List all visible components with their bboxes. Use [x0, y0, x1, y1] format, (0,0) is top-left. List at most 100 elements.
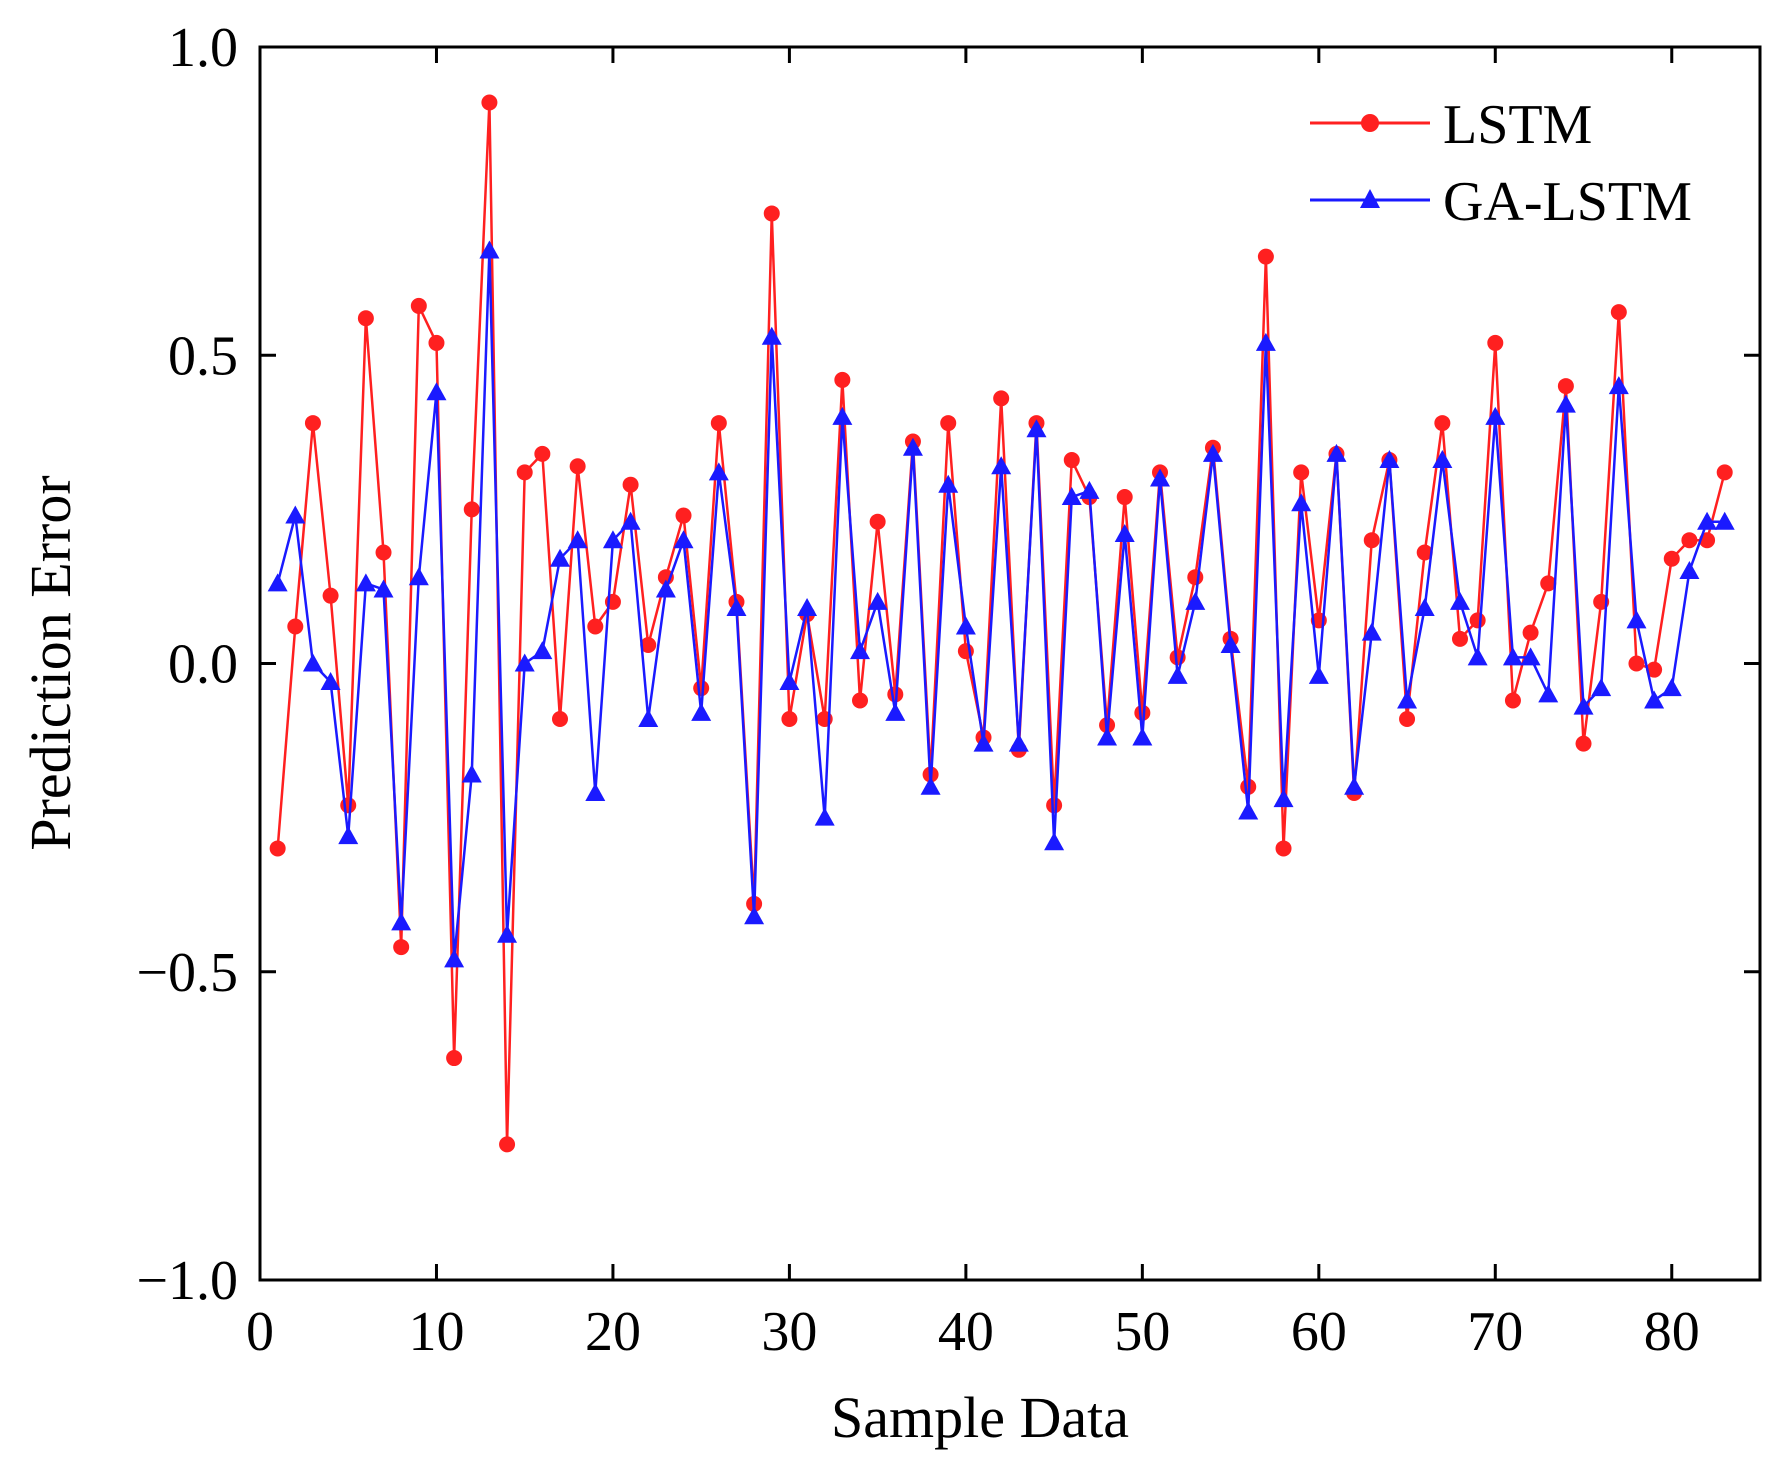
data-point-lstm — [1257, 248, 1274, 265]
data-point-lstm — [269, 840, 286, 857]
data-point-ga-lstm — [1661, 678, 1682, 697]
x-tick-label: 50 — [1114, 1301, 1170, 1363]
y-tick-label: −0.5 — [136, 942, 238, 1004]
x-tick-label: 40 — [938, 1301, 994, 1363]
data-point-ga-lstm — [1679, 561, 1700, 580]
data-point-ga-lstm — [1079, 480, 1100, 499]
y-axis-label: Prediction Error — [18, 475, 83, 850]
data-point-lstm — [852, 692, 868, 709]
data-point-ga-lstm — [1167, 665, 1188, 684]
legend-marker-lstm — [1361, 114, 1379, 132]
data-point-ga-lstm — [1291, 493, 1312, 512]
data-point-ga-lstm — [355, 573, 376, 592]
data-point-lstm — [1134, 704, 1151, 721]
data-point-ga-lstm — [497, 924, 518, 943]
data-point-lstm — [446, 1050, 463, 1067]
data-point-lstm — [322, 587, 339, 604]
data-point-ga-lstm — [938, 474, 959, 493]
data-point-lstm — [428, 334, 445, 351]
data-point-ga-lstm — [461, 764, 482, 783]
data-point-lstm — [693, 680, 710, 697]
x-tick-label: 20 — [585, 1301, 641, 1363]
data-point-ga-lstm — [867, 591, 888, 610]
data-point-ga-lstm — [955, 616, 976, 635]
data-point-lstm — [410, 297, 427, 314]
data-point-lstm — [1628, 655, 1645, 672]
series-points-ga-lstm — [267, 240, 1735, 968]
data-point-lstm — [587, 618, 604, 635]
data-point-ga-lstm — [338, 826, 359, 845]
legend-marker-ga-lstm — [1360, 189, 1380, 208]
data-point-lstm — [1063, 452, 1080, 469]
data-point-lstm — [1540, 575, 1557, 592]
data-point-ga-lstm — [1238, 801, 1259, 820]
data-point-lstm — [834, 371, 851, 388]
data-point-lstm — [375, 544, 392, 561]
data-point-ga-lstm — [444, 949, 465, 968]
data-point-ga-lstm — [285, 505, 306, 524]
data-point-ga-lstm — [1520, 647, 1541, 666]
data-point-lstm — [1452, 630, 1468, 647]
data-point-ga-lstm — [1255, 332, 1276, 351]
data-point-ga-lstm — [1432, 450, 1453, 469]
data-point-lstm — [1116, 489, 1133, 506]
x-tick-label: 80 — [1644, 1301, 1700, 1363]
data-point-ga-lstm — [585, 782, 606, 801]
data-point-ga-lstm — [1308, 665, 1329, 684]
data-point-ga-lstm — [1414, 598, 1435, 617]
data-point-lstm — [1275, 840, 1292, 857]
data-point-lstm — [569, 458, 586, 475]
data-point-ga-lstm — [1220, 635, 1241, 654]
data-point-lstm — [1557, 378, 1574, 395]
data-point-ga-lstm — [902, 437, 923, 456]
data-point-lstm — [393, 939, 410, 956]
data-point-ga-lstm — [1361, 622, 1382, 641]
data-point-lstm — [304, 415, 321, 432]
data-point-ga-lstm — [1538, 684, 1559, 703]
data-point-ga-lstm — [1573, 696, 1594, 715]
data-point-ga-lstm — [1626, 610, 1647, 629]
data-point-ga-lstm — [691, 702, 712, 721]
data-point-lstm — [710, 415, 727, 432]
data-point-lstm — [1434, 415, 1451, 432]
data-point-ga-lstm — [673, 530, 694, 549]
data-point-ga-lstm — [832, 406, 853, 425]
data-point-ga-lstm — [797, 598, 818, 617]
data-point-ga-lstm — [426, 382, 447, 401]
data-point-lstm — [640, 637, 657, 654]
data-point-ga-lstm — [814, 807, 835, 826]
data-point-ga-lstm — [532, 641, 553, 660]
x-tick-label: 60 — [1291, 1301, 1347, 1363]
data-point-ga-lstm — [779, 671, 800, 690]
data-point-lstm — [1575, 735, 1592, 752]
data-point-ga-lstm — [1608, 376, 1629, 395]
x-axis: 0 10 20 30 40 50 60 70 80 — [246, 47, 1700, 1363]
data-point-ga-lstm — [1485, 406, 1506, 425]
data-point-ga-lstm — [1132, 727, 1153, 746]
data-point-lstm — [622, 476, 639, 493]
data-point-ga-lstm — [761, 326, 782, 345]
x-axis-label: Sample Data — [831, 1385, 1129, 1450]
data-point-lstm — [1399, 710, 1416, 727]
series-layer — [267, 94, 1735, 1153]
data-point-ga-lstm — [550, 548, 570, 567]
data-point-lstm — [340, 797, 357, 814]
legend: LSTM GA-LSTM — [1310, 94, 1692, 233]
data-point-lstm — [1293, 464, 1310, 481]
data-point-ga-lstm — [638, 708, 659, 727]
data-point-ga-lstm — [1150, 468, 1170, 487]
y-tick-label: 0.5 — [168, 325, 238, 387]
data-point-lstm — [463, 501, 480, 518]
y-tick-label: −1.0 — [136, 1250, 238, 1312]
data-point-lstm — [287, 618, 304, 635]
data-point-ga-lstm — [1008, 733, 1029, 752]
data-point-lstm — [1610, 304, 1627, 321]
data-point-ga-lstm — [744, 906, 765, 925]
legend-label-lstm: LSTM — [1443, 94, 1592, 156]
data-point-lstm — [993, 390, 1010, 407]
data-point-lstm — [1716, 464, 1733, 481]
data-point-ga-lstm — [1467, 647, 1488, 666]
data-point-ga-lstm — [1061, 487, 1082, 506]
data-point-lstm — [1469, 612, 1486, 629]
